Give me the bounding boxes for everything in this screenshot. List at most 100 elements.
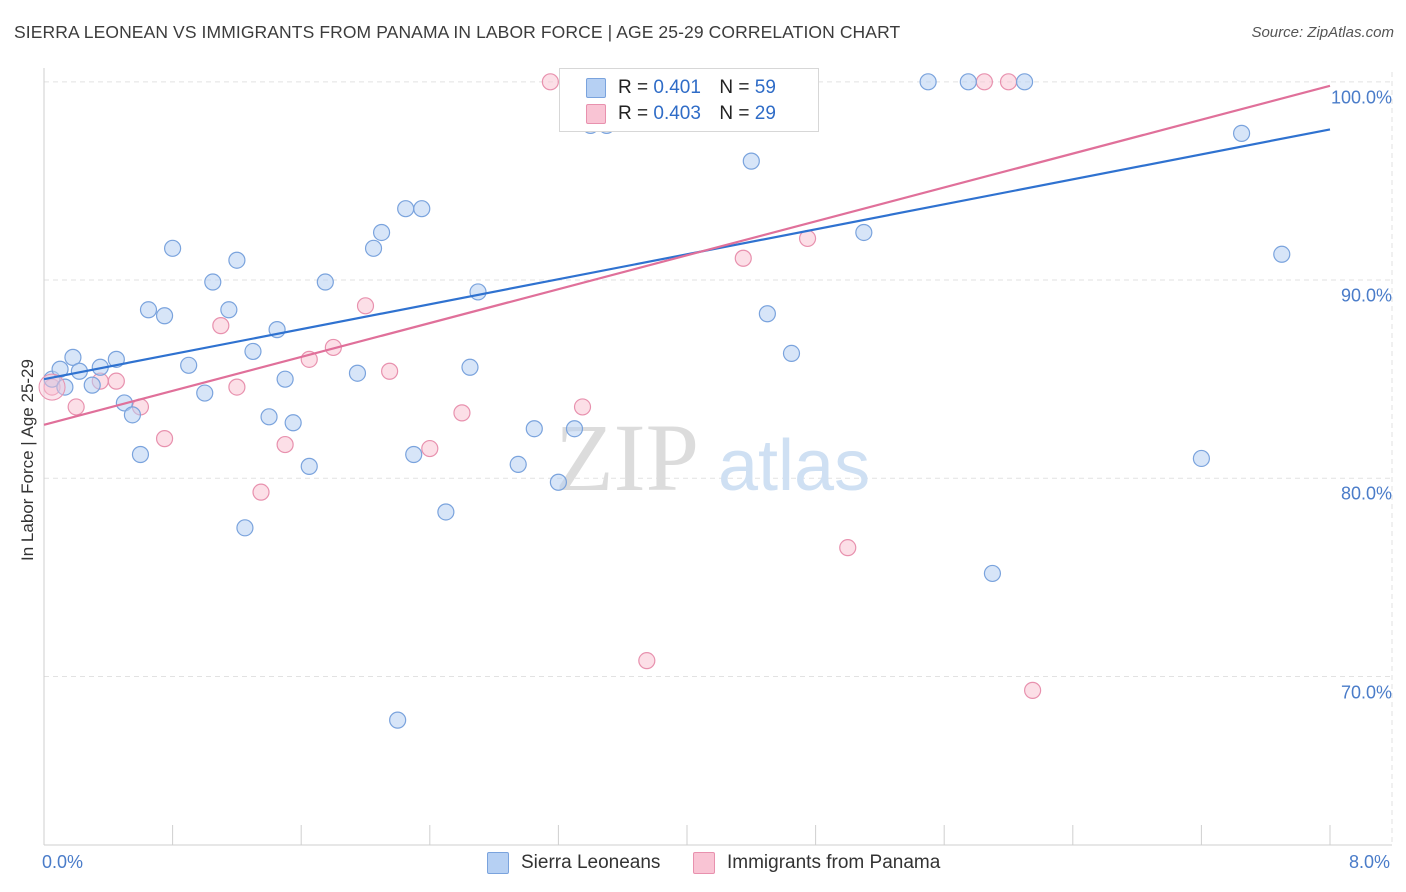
legend-n-label: N = bbox=[719, 103, 750, 124]
data-point bbox=[123, 406, 142, 424]
data-point bbox=[397, 200, 415, 218]
bottom-legend-panama[interactable]: Immigrants from Panama bbox=[693, 852, 940, 874]
legend-r-value: 0.401 bbox=[653, 77, 701, 98]
data-point bbox=[541, 73, 559, 91]
data-point bbox=[525, 420, 543, 438]
data-point bbox=[389, 711, 407, 729]
legend-swatch-pink bbox=[693, 852, 715, 874]
data-point bbox=[413, 200, 431, 218]
data-point bbox=[316, 273, 334, 291]
data-point bbox=[742, 152, 760, 170]
data-point bbox=[131, 445, 150, 464]
data-point bbox=[758, 305, 776, 323]
data-point bbox=[381, 362, 399, 380]
data-point bbox=[549, 473, 568, 491]
data-point bbox=[260, 408, 278, 426]
source-label: Source: ZipAtlas.com bbox=[1251, 24, 1394, 41]
data-point bbox=[155, 307, 174, 325]
data-point bbox=[155, 430, 174, 448]
axes bbox=[43, 68, 1392, 846]
data-point bbox=[983, 564, 1002, 583]
data-point bbox=[509, 455, 527, 474]
legend-r-label: R = bbox=[618, 77, 649, 98]
y-tick-label: 70.0% bbox=[1340, 682, 1392, 702]
legend-r-label: R = bbox=[618, 103, 649, 124]
watermark-zip: ZIP bbox=[555, 404, 699, 511]
data-point-cluster bbox=[38, 373, 66, 401]
data-point bbox=[196, 384, 214, 402]
legend-swatch-blue bbox=[487, 852, 509, 874]
data-point bbox=[164, 239, 182, 257]
data-point bbox=[1192, 449, 1211, 468]
legend-row-panama: R = 0.403 N = 29 bbox=[586, 102, 776, 126]
data-point bbox=[244, 342, 262, 361]
data-point bbox=[372, 223, 391, 242]
legend-swatch-pink bbox=[586, 104, 606, 124]
data-point bbox=[252, 483, 270, 501]
data-point bbox=[959, 73, 977, 91]
data-point bbox=[220, 301, 238, 319]
legend-label-sierra: Sierra Leoneans bbox=[521, 852, 661, 873]
data-point bbox=[64, 348, 82, 366]
watermark: ZIP atlas bbox=[555, 404, 870, 511]
data-point bbox=[573, 398, 592, 416]
data-point bbox=[405, 445, 423, 464]
trend-line bbox=[43, 84, 1331, 426]
data-points bbox=[38, 73, 1291, 729]
bottom-legend-sierra[interactable]: Sierra Leoneans bbox=[487, 852, 660, 874]
legend-r-value: 0.403 bbox=[653, 103, 701, 124]
data-point bbox=[638, 652, 656, 670]
data-point bbox=[228, 378, 246, 396]
watermark-atlas: atlas bbox=[718, 426, 870, 506]
legend: R = 0.401 N = 59 R = 0.403 N = 29 bbox=[559, 68, 819, 132]
data-point bbox=[276, 435, 294, 454]
data-point bbox=[284, 414, 302, 432]
data-point bbox=[212, 317, 230, 335]
legend-row-sierra: R = 0.401 N = 59 bbox=[586, 76, 776, 100]
data-point bbox=[839, 539, 857, 557]
data-point bbox=[421, 439, 439, 458]
data-point bbox=[356, 297, 375, 315]
x-tick-min: 0.0% bbox=[42, 852, 84, 872]
data-point bbox=[180, 356, 198, 374]
trend-lines bbox=[43, 84, 1331, 426]
data-point bbox=[1024, 681, 1042, 699]
y-tick-label: 100.0% bbox=[1330, 87, 1392, 108]
chart-title: SIERRA LEONEAN VS IMMIGRANTS FROM PANAMA… bbox=[14, 22, 901, 42]
grid-lines bbox=[44, 72, 1393, 845]
data-point bbox=[565, 420, 584, 438]
data-point bbox=[228, 251, 246, 269]
y-tick-label: 90.0% bbox=[1340, 285, 1392, 306]
data-point bbox=[1015, 73, 1034, 91]
data-point bbox=[919, 73, 937, 91]
data-point bbox=[782, 344, 801, 362]
data-point bbox=[348, 364, 367, 382]
data-point bbox=[276, 370, 294, 388]
data-point bbox=[67, 398, 85, 416]
data-point bbox=[236, 519, 254, 537]
legend-n-value: 59 bbox=[754, 77, 776, 98]
legend-label-panama: Immigrants from Panama bbox=[727, 852, 941, 873]
data-point bbox=[204, 273, 222, 291]
data-point bbox=[83, 376, 101, 394]
data-point bbox=[461, 358, 479, 376]
y-tick-label: 80.0% bbox=[1340, 483, 1392, 504]
x-tick-max: 8.0% bbox=[1349, 852, 1391, 872]
data-point bbox=[1232, 124, 1251, 142]
data-point bbox=[469, 283, 487, 301]
data-point bbox=[139, 301, 158, 319]
data-point bbox=[855, 223, 873, 242]
data-point bbox=[975, 73, 993, 91]
data-point bbox=[734, 249, 752, 267]
legend-swatch-blue bbox=[586, 78, 606, 98]
data-point bbox=[453, 404, 471, 422]
data-point bbox=[300, 457, 318, 475]
data-point bbox=[107, 372, 125, 390]
data-point bbox=[437, 503, 455, 521]
data-point bbox=[999, 73, 1018, 91]
data-point bbox=[364, 239, 383, 257]
legend-n-label: N = bbox=[719, 77, 750, 98]
data-point bbox=[1273, 245, 1291, 263]
legend-n-value: 29 bbox=[754, 103, 776, 124]
